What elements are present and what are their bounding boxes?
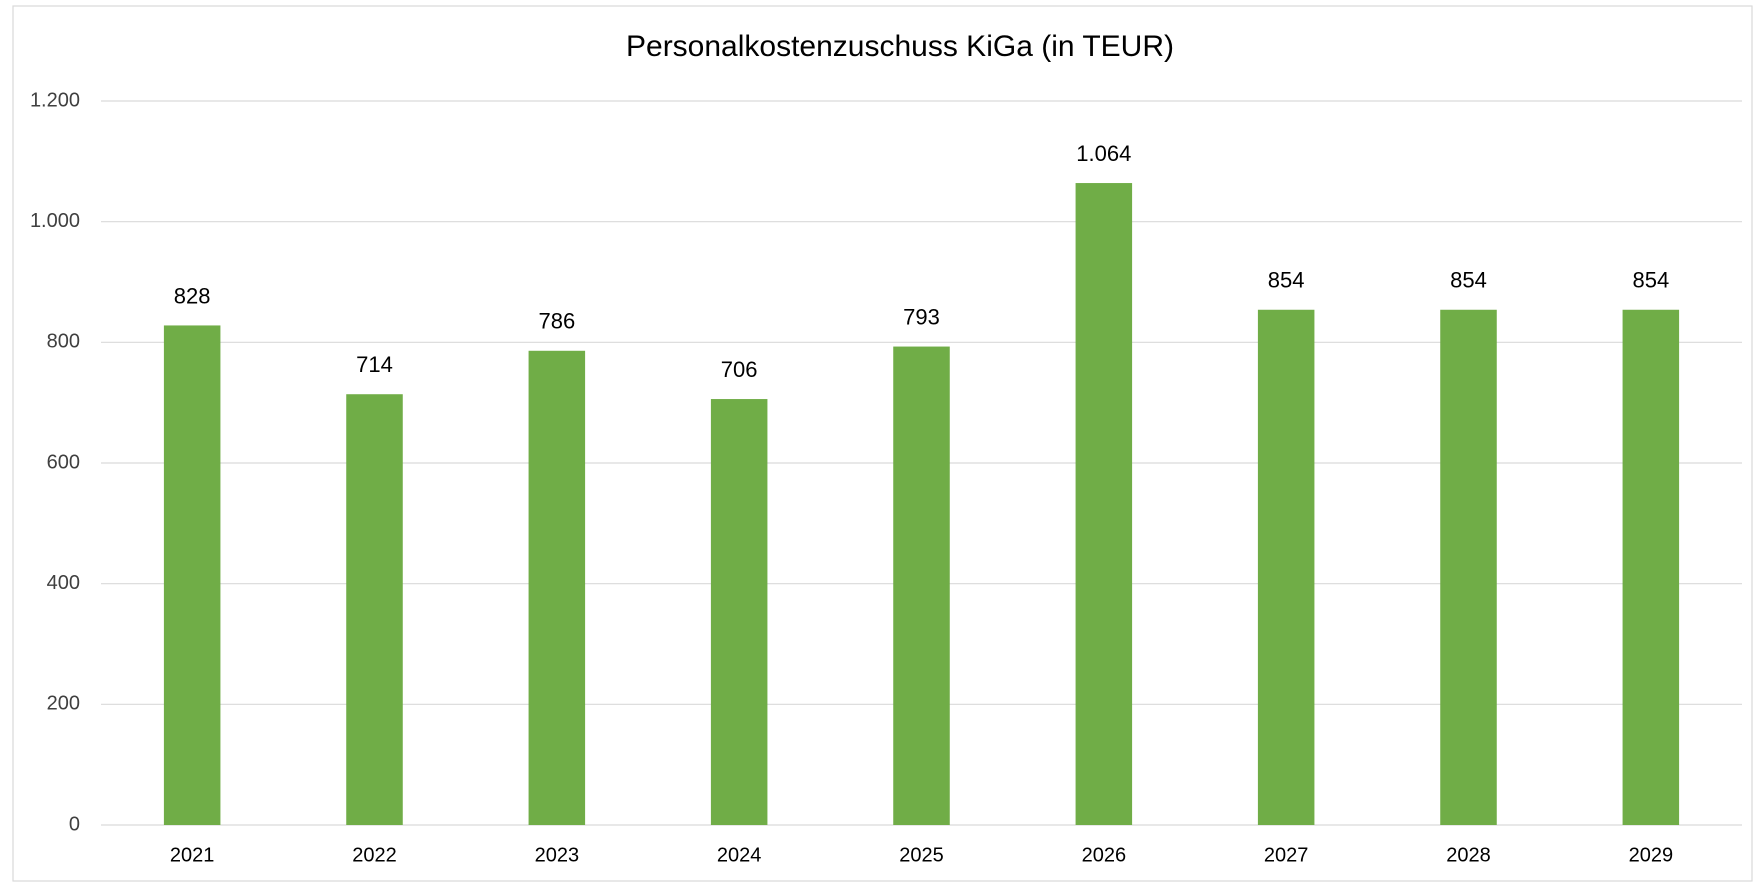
data-label: 1.064 (1076, 141, 1131, 166)
x-tick-label: 2021 (170, 844, 215, 866)
y-tick-label: 400 (47, 572, 80, 594)
y-tick-label: 800 (47, 331, 80, 353)
chart-title: Personalkostenzuschuss KiGa (in TEUR) (626, 30, 1174, 63)
data-label: 854 (1450, 268, 1487, 293)
bar (528, 350, 586, 825)
y-tick-label: 1.000 (30, 210, 80, 232)
bar (346, 394, 403, 825)
x-tick-label: 2025 (899, 844, 944, 866)
x-tick-label: 2029 (1629, 844, 1674, 866)
data-label: 706 (721, 357, 758, 382)
x-tick-label: 2028 (1446, 844, 1491, 866)
bar (163, 325, 221, 825)
x-tick-label: 2023 (535, 844, 580, 866)
data-label: 854 (1268, 268, 1305, 293)
x-tick-label: 2024 (717, 844, 762, 866)
bar (1257, 309, 1315, 826)
bar (1440, 309, 1497, 826)
bar (893, 346, 950, 825)
bar (1075, 183, 1133, 825)
bar (1622, 309, 1680, 826)
x-tick-label: 2027 (1264, 844, 1309, 866)
y-tick-label: 600 (47, 451, 80, 473)
y-tick-label: 1.200 (30, 89, 80, 111)
data-label: 828 (174, 283, 211, 308)
data-label: 793 (903, 304, 940, 329)
x-tick-label: 2026 (1082, 844, 1127, 866)
bar (710, 399, 768, 825)
y-tick-label: 0 (69, 813, 80, 835)
data-label: 786 (538, 309, 575, 334)
data-label: 854 (1632, 268, 1669, 293)
x-tick-label: 2022 (352, 844, 397, 866)
data-label: 714 (356, 352, 393, 377)
y-tick-label: 200 (47, 693, 80, 715)
